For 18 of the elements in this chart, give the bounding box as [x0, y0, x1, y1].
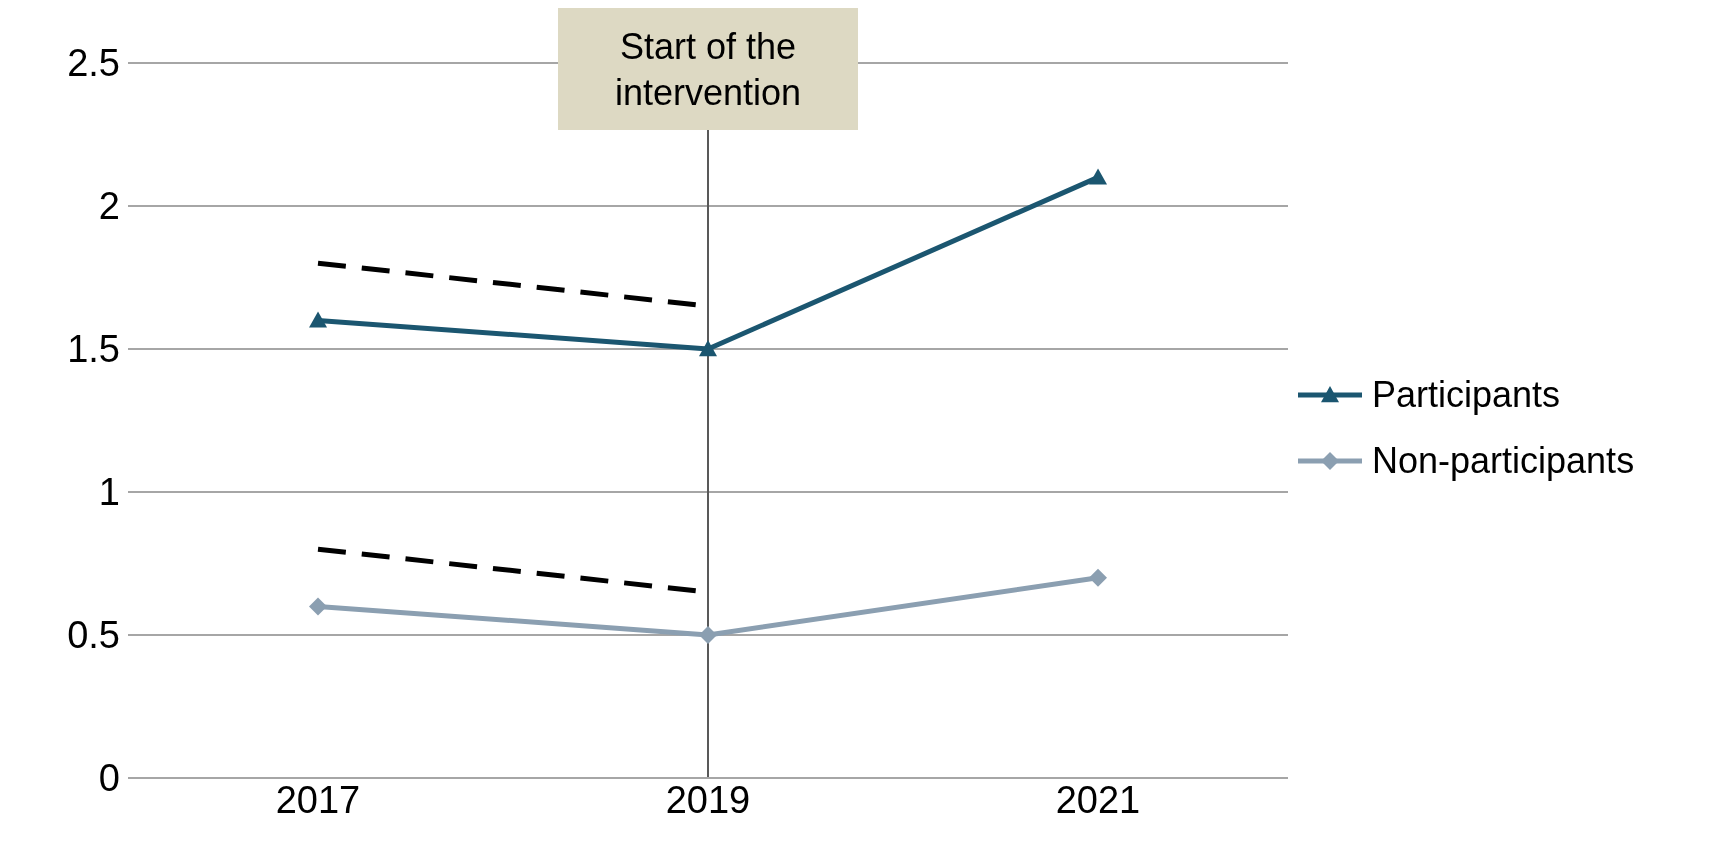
point [309, 311, 327, 328]
legend-label: Non-participants [1372, 440, 1635, 482]
legend-label: Participants [1372, 374, 1561, 416]
y-tick-label: 2.5 [67, 42, 120, 85]
point [699, 626, 717, 644]
y-tick-label: 1 [98, 471, 120, 514]
x-tick-label: 2017 [275, 778, 361, 821]
point [1089, 568, 1107, 587]
y-tick-label: 1.5 [67, 328, 120, 371]
point [1089, 168, 1107, 185]
y-tick-label: 0 [98, 757, 120, 800]
point [309, 597, 327, 616]
point [699, 340, 717, 357]
x-tick-label: 2019 [665, 778, 751, 821]
x-tick-label: 2021 [1055, 778, 1141, 821]
ref-line-label: Start of the intervention [614, 25, 802, 113]
y-tick-label: 0.5 [67, 614, 120, 657]
y-tick-label: 2 [98, 185, 120, 228]
